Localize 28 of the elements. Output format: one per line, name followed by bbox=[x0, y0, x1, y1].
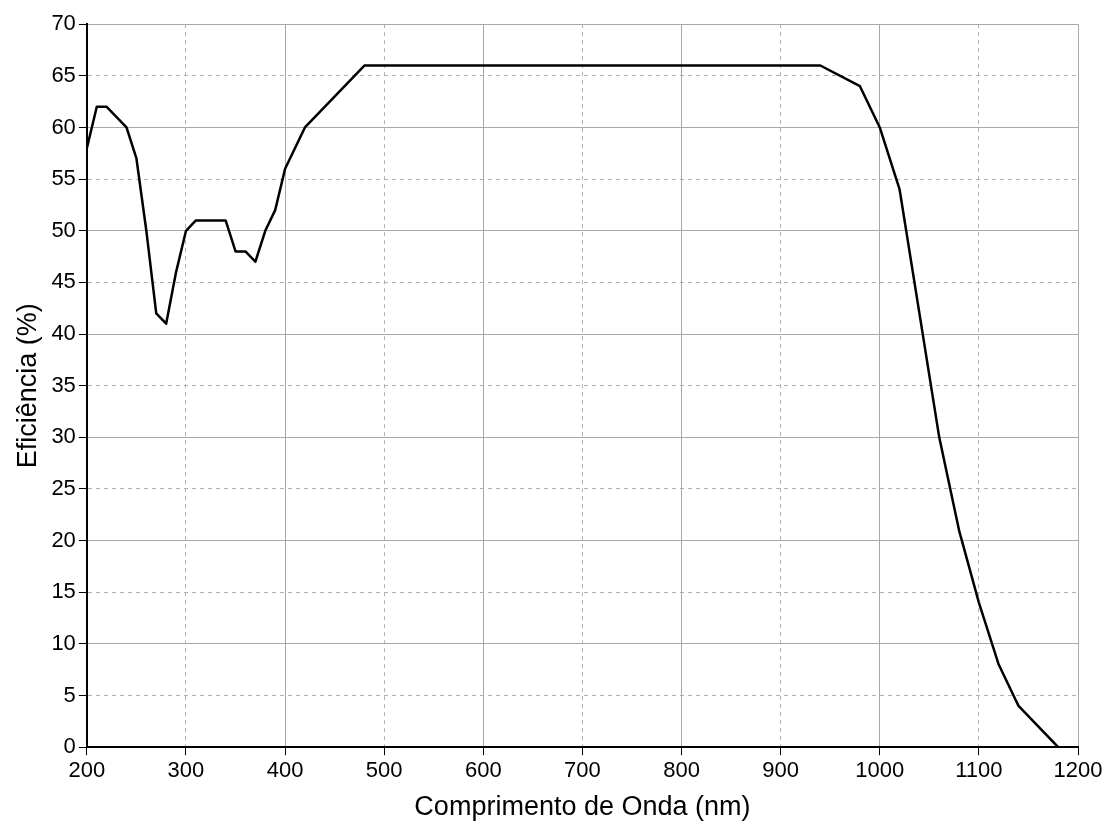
y-axis-title: Eficiência (%) bbox=[11, 303, 42, 469]
x-tick-label: 1200 bbox=[1053, 757, 1103, 783]
y-tick-label: 45 bbox=[51, 268, 76, 294]
y-tick-label: 55 bbox=[51, 165, 76, 191]
x-axis-title: Comprimento de Onda (nm) bbox=[414, 791, 751, 822]
x-tick-label: 700 bbox=[564, 757, 601, 783]
y-tick-label: 25 bbox=[51, 475, 76, 501]
x-tick-label: 600 bbox=[464, 757, 502, 783]
y-tick-label: 30 bbox=[51, 423, 76, 449]
y-tick-label: 20 bbox=[51, 526, 76, 552]
y-tick-label: 5 bbox=[63, 681, 76, 707]
y-tick-label: 50 bbox=[51, 216, 76, 242]
y-tick-label: 35 bbox=[51, 371, 76, 397]
x-tick-label: 1100 bbox=[955, 757, 1003, 783]
x-tick-label: 400 bbox=[266, 757, 304, 783]
y-tick-label: 0 bbox=[63, 733, 76, 759]
x-tick-label: 900 bbox=[762, 757, 800, 783]
x-tick-label: 500 bbox=[365, 757, 403, 783]
y-tick-label: 40 bbox=[51, 320, 76, 346]
x-tick-label: 800 bbox=[663, 757, 700, 783]
x-tick-label: 1000 bbox=[855, 757, 905, 783]
x-tick-label: 300 bbox=[167, 757, 205, 783]
y-tick-label: 10 bbox=[51, 629, 76, 655]
y-tick-label: 60 bbox=[51, 113, 76, 139]
y-tick-label: 65 bbox=[51, 61, 76, 87]
y-tick-label: 15 bbox=[51, 578, 76, 604]
y-tick-label: 70 bbox=[51, 10, 76, 36]
x-tick-label: 200 bbox=[68, 757, 106, 783]
